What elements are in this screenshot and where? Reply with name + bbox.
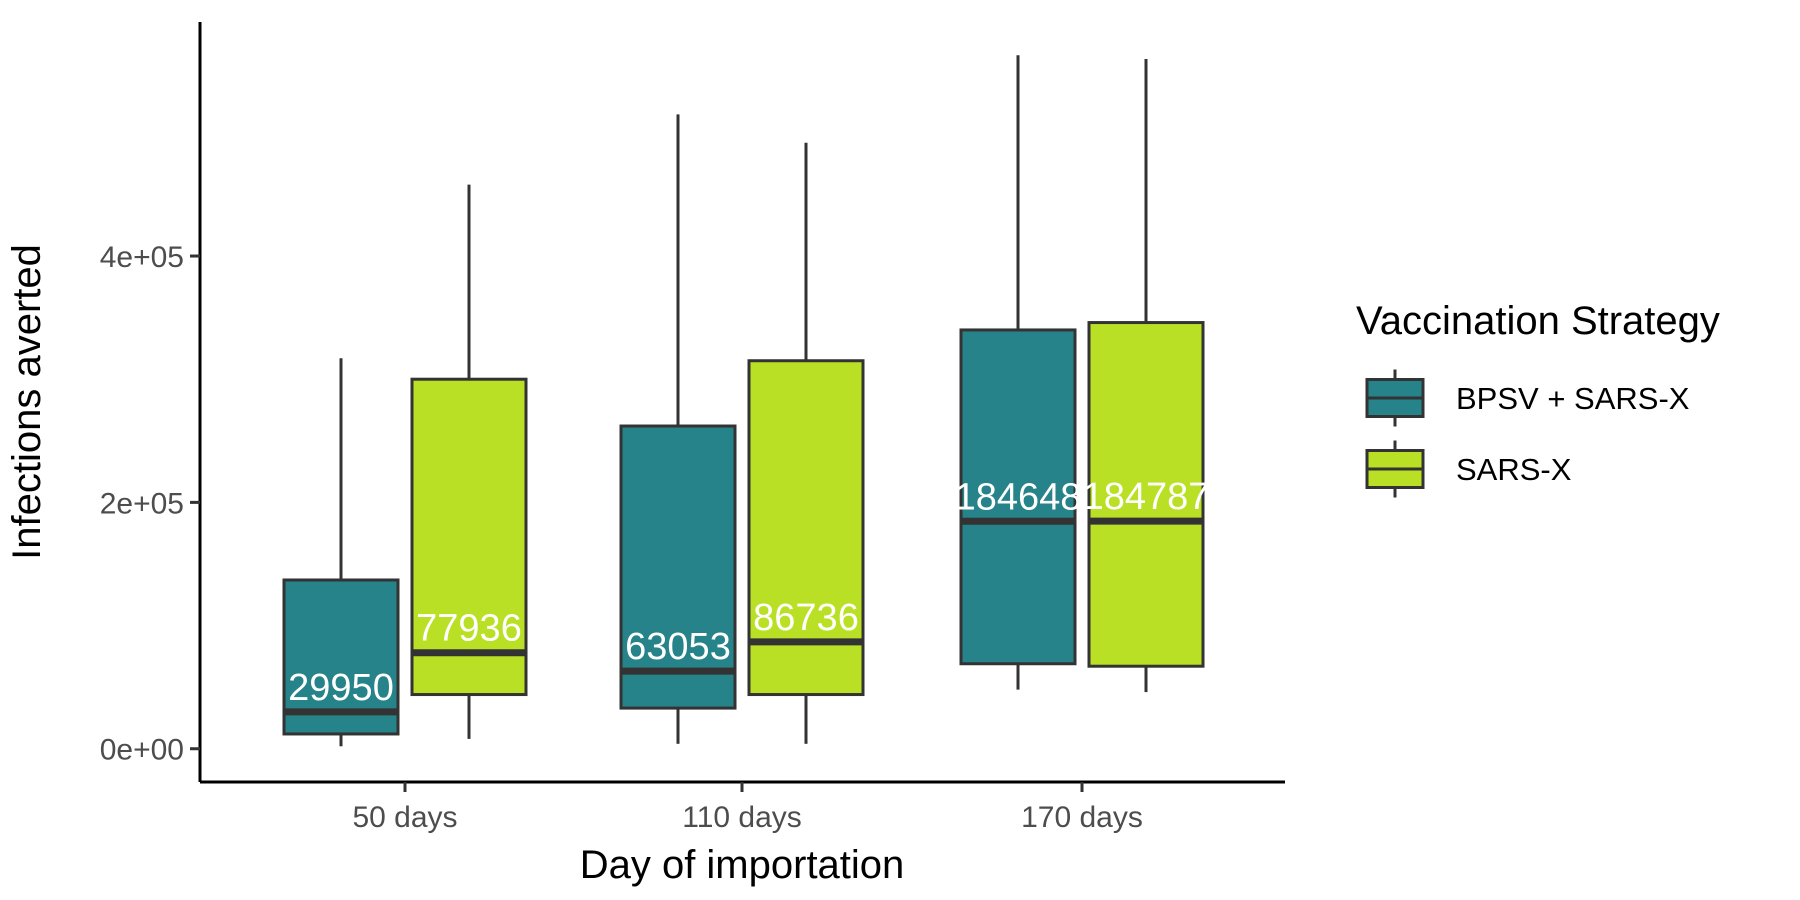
median-value-label: 184787 <box>1083 476 1210 518</box>
median-value-label: 29950 <box>288 667 394 709</box>
x-axis-title: Day of importation <box>580 843 905 887</box>
box-bpsv-sars-x-2: 184648 <box>955 55 1082 690</box>
legend-label: BPSV + SARS-X <box>1456 381 1690 416</box>
x-axis-ticks: 50 days 110 days 170 days <box>352 782 1143 834</box>
median-value-label: 63053 <box>625 626 731 668</box>
legend-item-sars-x: SARS-X <box>1365 440 1572 498</box>
legend-label: SARS-X <box>1456 452 1572 487</box>
legend: Vaccination Strategy BPSV + SARS-X SARS-X <box>1356 299 1720 498</box>
y-axis-title: Infections averted <box>5 244 49 560</box>
x-tick-label: 50 days <box>352 801 457 834</box>
y-tick-label: 2e+05 <box>100 487 184 520</box>
box-bpsv-sars-x-1: 63053 <box>619 114 737 744</box>
plot-area: 29950 63053 184648 77936 86736 184787 <box>282 55 1210 747</box>
box-sars-x-0: 77936 <box>410 184 528 739</box>
box-body <box>410 377 528 697</box>
box-body <box>1087 321 1205 668</box>
x-tick-label: 110 days <box>682 801 802 834</box>
y-axis-ticks: 0e+00 2e+05 4e+05 <box>100 241 200 767</box>
median-value-label: 77936 <box>416 608 522 650</box>
median-value-label: 184648 <box>955 476 1082 518</box>
box-sars-x-1: 86736 <box>747 142 865 744</box>
box-sars-x-2: 184787 <box>1083 58 1210 693</box>
legend-title: Vaccination Strategy <box>1356 299 1720 343</box>
box-body <box>282 578 400 736</box>
box-body <box>619 424 737 710</box>
y-tick-label: 0e+00 <box>100 734 184 767</box>
x-tick-label: 170 days <box>1021 801 1143 834</box>
y-tick-label: 4e+05 <box>100 241 184 274</box>
median-value-label: 86736 <box>753 597 859 639</box>
box-bpsv-sars-x-0: 29950 <box>282 358 400 747</box>
legend-item-bpsv-sars-x: BPSV + SARS-X <box>1365 369 1690 427</box>
box-body <box>959 328 1077 666</box>
